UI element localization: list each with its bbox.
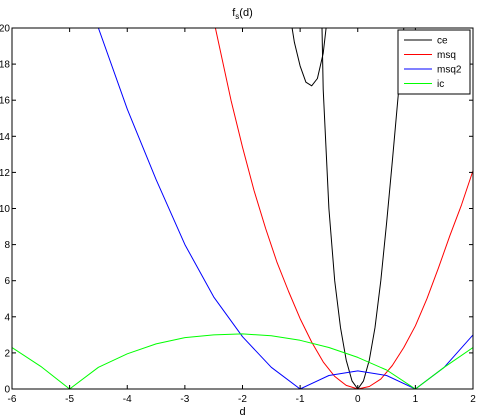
- x-tick-label: 0: [355, 394, 361, 405]
- y-tick-label: 2: [4, 348, 10, 359]
- y-tick-label: 12: [0, 168, 10, 179]
- y-tick-label: 16: [0, 96, 10, 107]
- x-tick-label: 1: [413, 394, 419, 405]
- chart-title: fs(d): [232, 7, 253, 21]
- y-tick-label: 14: [0, 132, 10, 143]
- chart-title-main: f: [232, 7, 236, 19]
- x-tick-label: -2: [238, 394, 247, 405]
- legend-label-msq: msq: [437, 50, 456, 61]
- series-line-msq: [214, 28, 473, 389]
- y-tick-label: 10: [0, 204, 10, 215]
- y-tick-label: 0: [4, 385, 10, 396]
- series-curves: [12, 28, 473, 389]
- series-line-msq2: [97, 28, 473, 389]
- y-tick-label: 4: [4, 312, 10, 323]
- y-tick-label: 20: [0, 24, 10, 35]
- x-tick-label: -3: [180, 394, 189, 405]
- legend: ce msq msq2 ic: [397, 29, 471, 95]
- series-line-ic: [12, 333, 473, 389]
- y-tick-label: 6: [4, 276, 10, 287]
- y-tick-label: 18: [0, 60, 10, 71]
- x-tick-label: 2: [470, 394, 476, 405]
- y-tick-label: 8: [4, 240, 10, 251]
- chart-title-subscript: s: [235, 12, 239, 21]
- x-axis-label: d: [239, 406, 245, 418]
- legend-label-ce: ce: [437, 36, 448, 47]
- x-tick-label: -1: [296, 394, 305, 405]
- chart-title-tail: (d): [239, 7, 252, 19]
- x-tick-label: -6: [8, 394, 17, 405]
- legend-label-ic: ic: [437, 79, 444, 90]
- legend-label-msq2: msq2: [437, 65, 462, 76]
- series-line-ce: [321, 28, 405, 389]
- x-tick-label: -4: [123, 394, 132, 405]
- x-tick-label: -5: [65, 394, 74, 405]
